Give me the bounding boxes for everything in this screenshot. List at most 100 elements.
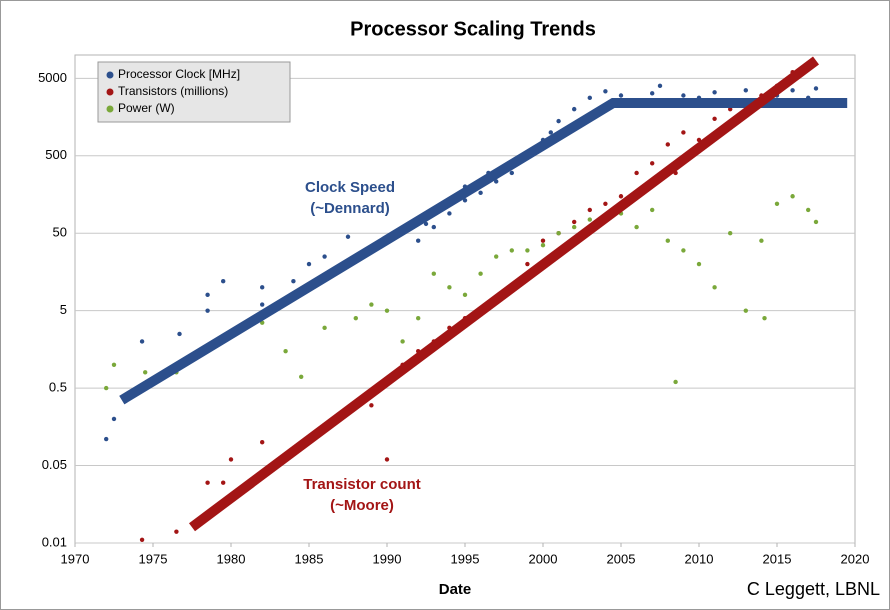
- point: [384, 457, 390, 462]
- point: [221, 480, 226, 485]
- trend-line: [119, 98, 848, 405]
- point: [813, 219, 819, 225]
- point: [416, 315, 421, 321]
- point: [322, 325, 327, 331]
- x-tick-label: 1970: [61, 551, 90, 566]
- point: [587, 95, 592, 101]
- point: [478, 271, 483, 276]
- point: [299, 374, 304, 379]
- point: [790, 88, 795, 93]
- y-tick-label: 0.01: [42, 534, 67, 549]
- point: [509, 248, 514, 253]
- x-tick-label: 2020: [841, 551, 870, 566]
- y-tick-label: 5: [60, 302, 67, 317]
- x-axis-label: Date: [439, 581, 472, 598]
- point: [762, 315, 767, 321]
- point: [556, 118, 561, 124]
- point: [665, 238, 670, 243]
- point: [353, 315, 358, 321]
- point: [681, 93, 686, 98]
- point: [431, 224, 436, 230]
- point: [322, 254, 327, 259]
- trend-label: Transistor count: [303, 476, 421, 493]
- point: [728, 106, 733, 112]
- point: [104, 385, 109, 391]
- point: [634, 224, 639, 230]
- point: [205, 308, 210, 313]
- point: [478, 190, 483, 196]
- x-tick-label: 1985: [295, 551, 324, 566]
- point: [260, 285, 265, 290]
- point: [540, 238, 546, 243]
- legend-label: Transistors (millions): [118, 84, 228, 98]
- point: [712, 90, 717, 95]
- point: [657, 83, 663, 89]
- point: [291, 279, 296, 284]
- point: [494, 179, 499, 184]
- point: [743, 88, 748, 93]
- point: [556, 231, 561, 236]
- point: [177, 331, 182, 337]
- point: [525, 261, 530, 267]
- legend-marker: [106, 105, 114, 113]
- point: [572, 219, 577, 225]
- point: [634, 170, 639, 176]
- point: [650, 91, 655, 96]
- point: [813, 86, 819, 91]
- x-tick-label: 2010: [685, 551, 714, 566]
- trend-label: (~Dennard): [310, 200, 390, 217]
- point: [369, 302, 374, 307]
- point: [431, 271, 436, 276]
- point: [447, 211, 452, 216]
- point: [665, 142, 670, 147]
- point: [205, 480, 210, 485]
- point: [462, 198, 468, 203]
- point: [650, 207, 655, 213]
- point: [221, 279, 226, 284]
- point: [728, 231, 733, 236]
- point: [540, 243, 546, 248]
- point: [603, 89, 608, 94]
- point: [681, 248, 686, 253]
- point: [104, 436, 109, 442]
- point: [345, 234, 351, 239]
- point: [587, 217, 592, 222]
- x-tick-label: 2015: [763, 551, 792, 566]
- point: [712, 285, 717, 290]
- chart-title: Processor Scaling Trends: [350, 18, 596, 40]
- point: [400, 339, 405, 344]
- trend-line: [189, 56, 819, 532]
- y-tick-label: 0.5: [49, 380, 67, 395]
- point: [603, 201, 608, 206]
- point: [139, 339, 145, 344]
- point: [205, 292, 210, 298]
- point: [572, 106, 577, 112]
- x-tick-label: 1980: [217, 551, 246, 566]
- plot-area: [74, 54, 856, 544]
- point: [462, 292, 468, 298]
- point: [306, 261, 312, 267]
- y-tick-label: 5000: [38, 70, 67, 85]
- point: [572, 224, 577, 230]
- y-tick-label: 50: [53, 225, 67, 240]
- point: [447, 285, 452, 290]
- point: [174, 529, 179, 534]
- point: [587, 207, 592, 213]
- point: [494, 254, 499, 259]
- trend-label: (~Moore): [330, 497, 394, 514]
- point: [139, 537, 145, 542]
- point: [759, 238, 764, 243]
- point: [260, 440, 265, 445]
- point: [509, 170, 514, 176]
- x-tick-label: 1975: [139, 551, 168, 566]
- legend-label: Processor Clock [MHz]: [118, 67, 240, 81]
- legend-label: Power (W): [118, 101, 175, 115]
- point: [790, 194, 795, 199]
- point: [650, 161, 655, 166]
- point: [416, 238, 421, 243]
- x-tick-label: 2000: [529, 551, 558, 566]
- trend-label: Clock Speed: [305, 179, 395, 196]
- point: [712, 116, 717, 122]
- point: [260, 302, 265, 307]
